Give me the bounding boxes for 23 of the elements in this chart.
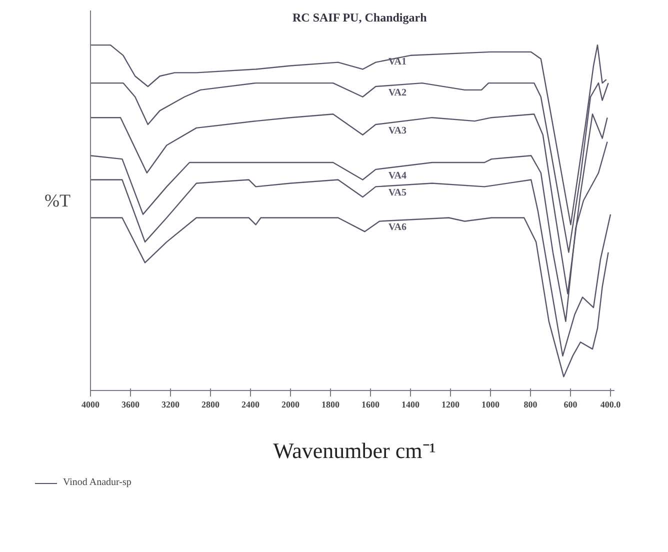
x-tick-label: 1400 bbox=[402, 400, 420, 410]
x-tick-label: 600 bbox=[564, 400, 578, 410]
x-tick-label: 1600 bbox=[362, 400, 380, 410]
x-tick-label: 2400 bbox=[242, 400, 260, 410]
x-tick-label: 1000 bbox=[482, 400, 500, 410]
series-label: VA2 bbox=[388, 88, 406, 98]
series-label: VA4 bbox=[388, 170, 406, 182]
x-tick-label: 1800 bbox=[322, 400, 340, 410]
x-tick-label: 3600 bbox=[122, 400, 140, 410]
x-tick-label: 4000 bbox=[82, 400, 100, 410]
text: Vinod Anadur-sp bbox=[62, 476, 132, 490]
x-tick-label: 3200 bbox=[162, 400, 180, 410]
y-axis-title: %T bbox=[44, 190, 71, 210]
x-tick-label: 2000 bbox=[282, 400, 300, 410]
x-tick-label: 2800 bbox=[202, 400, 220, 410]
x-tick-label: 800 bbox=[524, 400, 538, 410]
x-axis-title: Wavenumber cm⁻¹ bbox=[273, 437, 436, 465]
chart-title: RC SAIF PU, Chandigarh bbox=[292, 10, 428, 24]
x-tick-label: 400.0 bbox=[600, 400, 622, 410]
series-label: VA3 bbox=[388, 126, 406, 136]
series-label: VA6 bbox=[388, 222, 406, 234]
series-label: VA5 bbox=[388, 188, 406, 199]
x-tick-label: 1200 bbox=[442, 400, 460, 410]
